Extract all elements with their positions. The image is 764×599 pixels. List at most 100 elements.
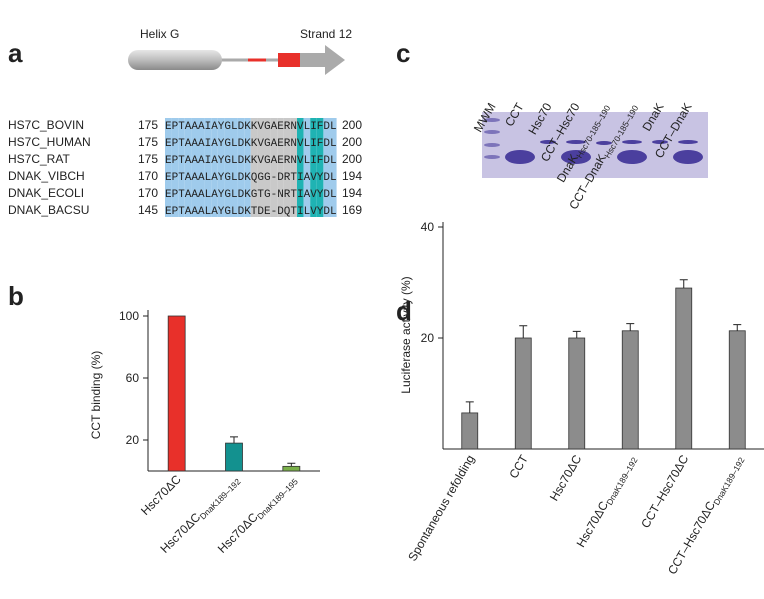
bar [675, 287, 693, 450]
tick-label: Hsc70ΔC [547, 452, 585, 503]
panel-label: a [8, 38, 23, 68]
sequence-name: DNAK_VIBCH [8, 169, 85, 183]
strand [280, 45, 345, 75]
y-axis-label: Luciferase activity (%) [399, 276, 413, 393]
bar [728, 330, 746, 450]
sequence-name: HS7C_BOVIN [8, 118, 84, 132]
bar [514, 337, 532, 450]
start-position: 170 [138, 169, 158, 183]
alignment-shade [257, 118, 264, 217]
bar [167, 315, 186, 472]
label-main: CCT–Hsc70ΔC [665, 499, 718, 577]
y-tick-label: 40 [421, 220, 435, 234]
start-position: 175 [138, 135, 158, 149]
alignment-shade [231, 118, 238, 217]
feature-label: Helix G [140, 27, 179, 41]
alignment-shade [217, 118, 225, 217]
alignment-shade [250, 118, 258, 217]
tick-label: Spontaneous refolding [405, 453, 477, 564]
label-subscript: DnaK189–192 [198, 476, 243, 521]
sequence: EPTAAAIAYGLDKKVGAERNVLIFDL [165, 155, 337, 167]
label-subscript: DnaK189–195 [255, 476, 300, 521]
tick-label: Hsc70ΔCDnaK189–192 [574, 452, 640, 551]
alignment-shade [316, 118, 324, 217]
feature-label: Strand 12 [300, 27, 352, 41]
alignment-shade [330, 118, 337, 217]
end-position: 200 [342, 118, 362, 132]
bar [282, 465, 301, 472]
sequence: EPTAAAIAYGLDKKVGAERNVLIFDL [165, 121, 337, 133]
label-main: CCT [506, 452, 531, 481]
alignment-shade [178, 118, 185, 217]
gel-bands [484, 118, 703, 164]
sequence-name: DNAK_BACSU [8, 203, 89, 217]
start-position: 170 [138, 186, 158, 200]
alignment-shade [244, 118, 251, 217]
alignment-shade [237, 118, 245, 217]
y-tick-label: 100 [119, 309, 139, 323]
alignment-shade [303, 118, 311, 217]
y-tick-label: 60 [126, 371, 140, 385]
alignment-shade [290, 118, 297, 217]
sequence: EPTAAALAYGLDKGTG-NRTIAVYDL [165, 189, 337, 201]
sequence-name: HS7C_HUMAN [8, 135, 91, 149]
start-position: 175 [138, 118, 158, 132]
error-bar [679, 279, 688, 289]
alignment-shade [171, 118, 179, 217]
sequence: EPTAAAIAYGLDKKVGAERNVLIFDL [165, 138, 337, 150]
label-main: CCT–Hsc70ΔC [638, 452, 691, 530]
label-main: Hsc70ΔC [547, 452, 585, 503]
end-position: 194 [342, 186, 362, 200]
error-bar [230, 436, 238, 444]
bar [461, 412, 479, 450]
panel-label: b [8, 281, 24, 311]
tick-label: CCT [506, 452, 531, 481]
start-position: 145 [138, 203, 158, 217]
y-tick-label: 20 [421, 331, 435, 345]
panel-label: c [396, 38, 410, 68]
end-position: 200 [342, 135, 362, 149]
y-axis-label: CCT binding (%) [89, 351, 103, 439]
tick-label: Hsc70ΔC [138, 472, 184, 518]
strand-highlight [278, 53, 300, 67]
label-main: Hsc70ΔC [157, 510, 203, 556]
alignment-shade [297, 118, 304, 217]
label-main: Hsc70ΔC [138, 472, 184, 518]
end-position: 194 [342, 169, 362, 183]
sequence-name: HS7C_RAT [8, 152, 70, 166]
label-main: Hsc70ΔC [215, 510, 261, 556]
end-position: 200 [342, 152, 362, 166]
end-position: 169 [342, 203, 362, 217]
alignment-shade [184, 118, 192, 217]
y-tick-label: 20 [126, 433, 140, 447]
bar [621, 330, 639, 450]
alignment-shade [283, 118, 291, 217]
alignment-shade [277, 118, 284, 217]
error-bar [572, 330, 581, 338]
label-main: Hsc70ΔC [574, 499, 612, 550]
alignment-shade [211, 118, 218, 217]
label-main: Spontaneous refolding [405, 453, 477, 564]
label-subscript: DnaK189–192 [711, 455, 747, 507]
alignment-shade [264, 118, 271, 217]
sequence: EPTAAALAYGLDKTDE-DQTILVYDL [165, 206, 337, 218]
error-bar [519, 325, 528, 338]
sequence: EPTAAALAYGLDKQGG-DRTIAVYDL [165, 172, 337, 184]
error-bar [626, 323, 635, 331]
helix [128, 50, 222, 70]
label-subscript: DnaK189–192 [604, 455, 640, 507]
error-bar [287, 462, 296, 467]
sequence-name: DNAK_ECOLI [8, 186, 84, 200]
error-bar [465, 401, 474, 413]
alignment-shade [224, 118, 231, 217]
gel-image [482, 112, 708, 178]
alignment-shade [323, 118, 330, 217]
bar [225, 442, 243, 472]
alignment-shade [270, 118, 278, 217]
panel-label: d [396, 296, 412, 326]
alignment-shade [310, 118, 317, 217]
alignment-shade [204, 118, 212, 217]
error-bar [733, 324, 742, 331]
alignment-shade [198, 118, 205, 217]
